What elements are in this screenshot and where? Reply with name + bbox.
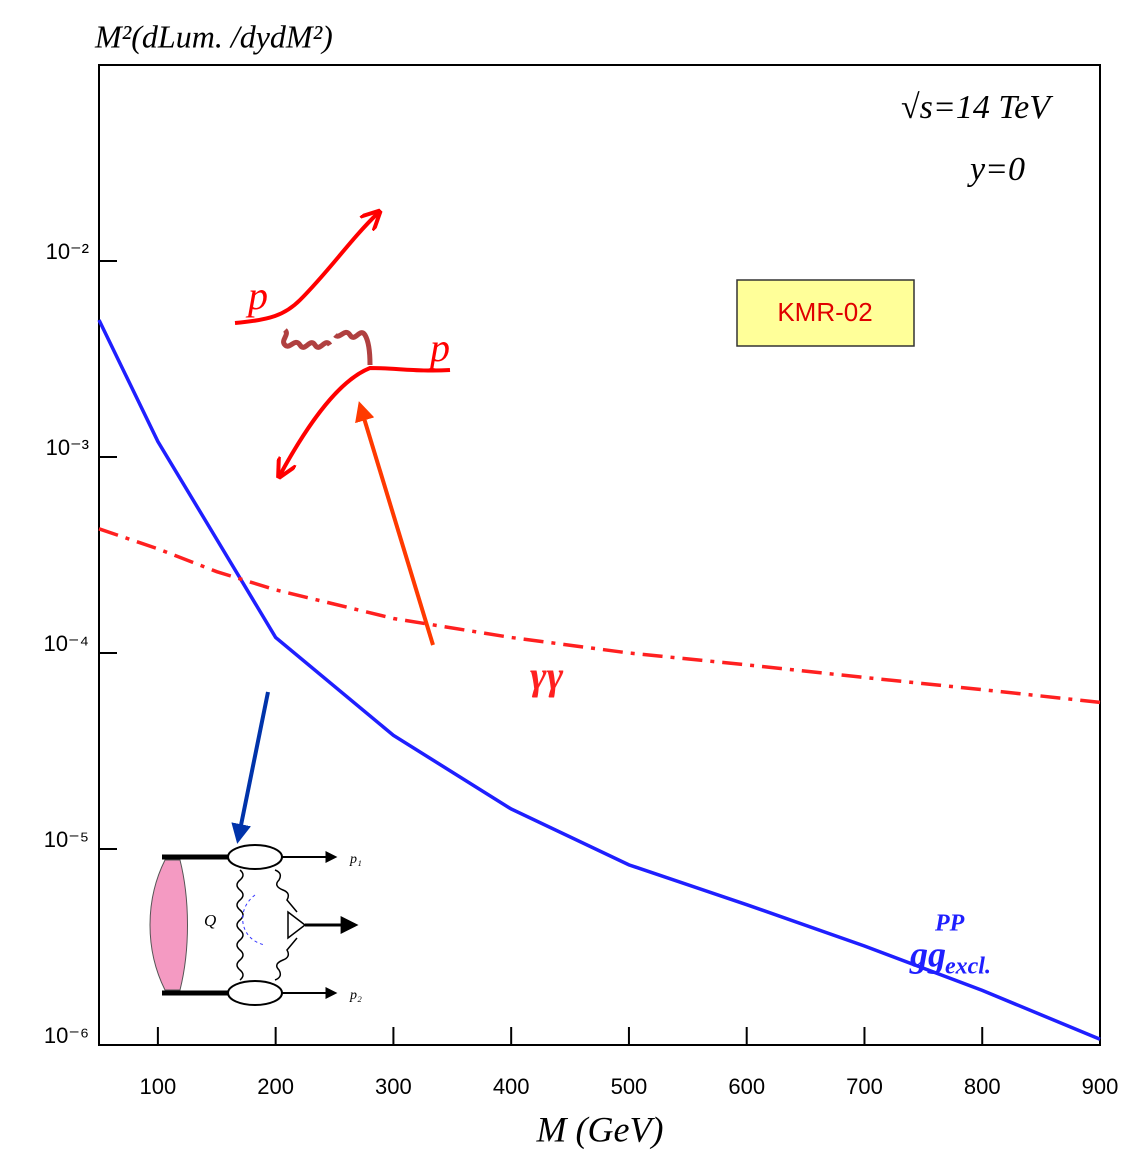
plot-frame	[98, 64, 1101, 1046]
y-tick-label: 10⁻⁵	[44, 827, 89, 852]
series-line	[97, 319, 1101, 1041]
series-line	[98, 527, 1101, 705]
model-label: KMR-02	[777, 297, 872, 327]
x-tick-label: 300	[375, 1074, 412, 1099]
gg-subscript: excl.	[945, 954, 991, 980]
x-tick-label: 400	[493, 1074, 530, 1099]
x-tick-label: 500	[611, 1074, 648, 1099]
gg-superscript: PP	[934, 911, 965, 937]
y-tick-label: 10⁻³	[46, 435, 89, 460]
x-tick-label: 100	[140, 1074, 177, 1099]
outgoing-label: p₂	[349, 988, 362, 1003]
x-axis-title: M (GeV)	[536, 1109, 664, 1149]
series-label: γγ	[530, 653, 564, 698]
y-tick-label: 10⁻⁴	[43, 631, 89, 656]
loop-label: Q	[204, 911, 216, 930]
y-tick-label: 10⁻⁶	[44, 1023, 89, 1048]
proton-label: p	[245, 273, 268, 318]
y-tick-label: 10⁻²	[46, 239, 89, 264]
gluon-diagram	[149, 691, 359, 1006]
x-tick-label: 700	[846, 1074, 883, 1099]
y-axis-title: M²(dLum. /dydM²)	[94, 18, 333, 54]
x-tick-label: 200	[257, 1074, 294, 1099]
x-tick-label: 800	[964, 1074, 1001, 1099]
outgoing-label: p₁	[349, 852, 362, 867]
series-label: gg	[909, 934, 946, 974]
proton-label: p	[427, 325, 450, 370]
photon-diagram	[234, 213, 451, 646]
x-tick-label: 600	[728, 1074, 765, 1099]
rapidity-label: y=0	[967, 151, 1025, 188]
energy-label: √s=14 TeV	[901, 89, 1054, 126]
x-tick-label: 900	[1082, 1074, 1119, 1099]
model-box	[736, 279, 915, 347]
